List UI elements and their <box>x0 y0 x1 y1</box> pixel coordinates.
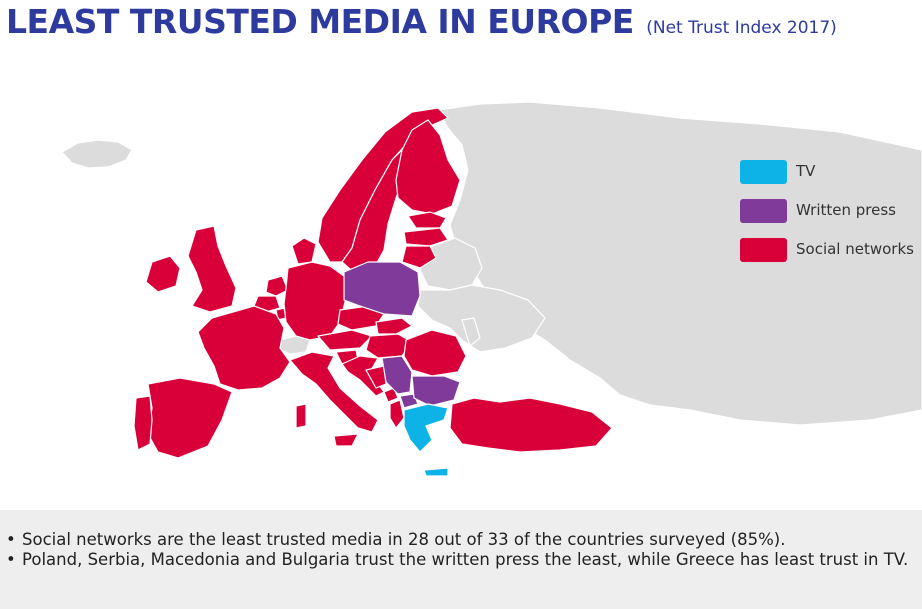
country-romania <box>403 329 467 377</box>
legend-label-social-networks: Social networks <box>796 240 914 258</box>
country-ireland <box>145 255 181 293</box>
country-serbia <box>381 355 413 395</box>
country-lithuania <box>401 245 437 269</box>
legend-swatch-written-press <box>740 199 787 223</box>
legend-swatch-social-networks <box>740 238 787 262</box>
country-france <box>197 305 291 391</box>
europe-map-svg <box>61 101 922 477</box>
country-latvia <box>403 227 449 247</box>
note-item: Poland, Serbia, Macedonia and Bulgaria t… <box>6 550 912 570</box>
title-subtitle: (Net Trust Index 2017) <box>646 18 837 38</box>
legend: TV Written press Social networks <box>740 160 922 277</box>
country-sardinia <box>295 403 307 429</box>
country-netherlands <box>265 275 289 297</box>
country-portugal <box>133 395 153 451</box>
country-russia <box>437 101 922 426</box>
notes-list: Social networks are the least trusted me… <box>0 510 922 570</box>
country-poland <box>343 261 421 317</box>
country-montenegro <box>383 387 399 403</box>
country-uk <box>187 225 237 313</box>
country-ukraine <box>417 284 546 353</box>
country-crete <box>423 467 449 477</box>
country-turkey <box>449 397 613 453</box>
legend-label-written-press: Written press <box>796 201 896 219</box>
page-title: LEAST TRUSTED MEDIA IN EUROPE (Net Trust… <box>6 2 916 46</box>
country-iceland <box>61 139 133 169</box>
country-bosnia <box>365 365 387 389</box>
country-albania <box>389 399 405 429</box>
legend-label-tv: TV <box>796 162 816 180</box>
country-spain <box>147 377 233 459</box>
country-estonia <box>407 211 447 229</box>
country-denmark <box>291 237 317 265</box>
legend-swatch-tv <box>740 160 787 184</box>
legend-item-social-networks: Social networks <box>740 238 922 277</box>
country-bulgaria <box>411 375 461 407</box>
country-greece <box>403 403 449 453</box>
country-italy <box>289 351 379 433</box>
title-main: LEAST TRUSTED MEDIA IN EUROPE <box>6 2 634 41</box>
legend-item-written-press: Written press <box>740 199 922 238</box>
country-slovakia <box>375 317 413 335</box>
note-item: Social networks are the least trusted me… <box>6 530 912 550</box>
country-moldova <box>461 317 481 347</box>
country-austria <box>317 329 373 351</box>
europe-map <box>0 48 922 500</box>
country-germany <box>283 261 347 341</box>
country-finland <box>395 119 461 215</box>
notes-panel: Social networks are the least trusted me… <box>0 510 922 609</box>
country-sicily <box>333 433 359 447</box>
legend-item-tv: TV <box>740 160 922 199</box>
